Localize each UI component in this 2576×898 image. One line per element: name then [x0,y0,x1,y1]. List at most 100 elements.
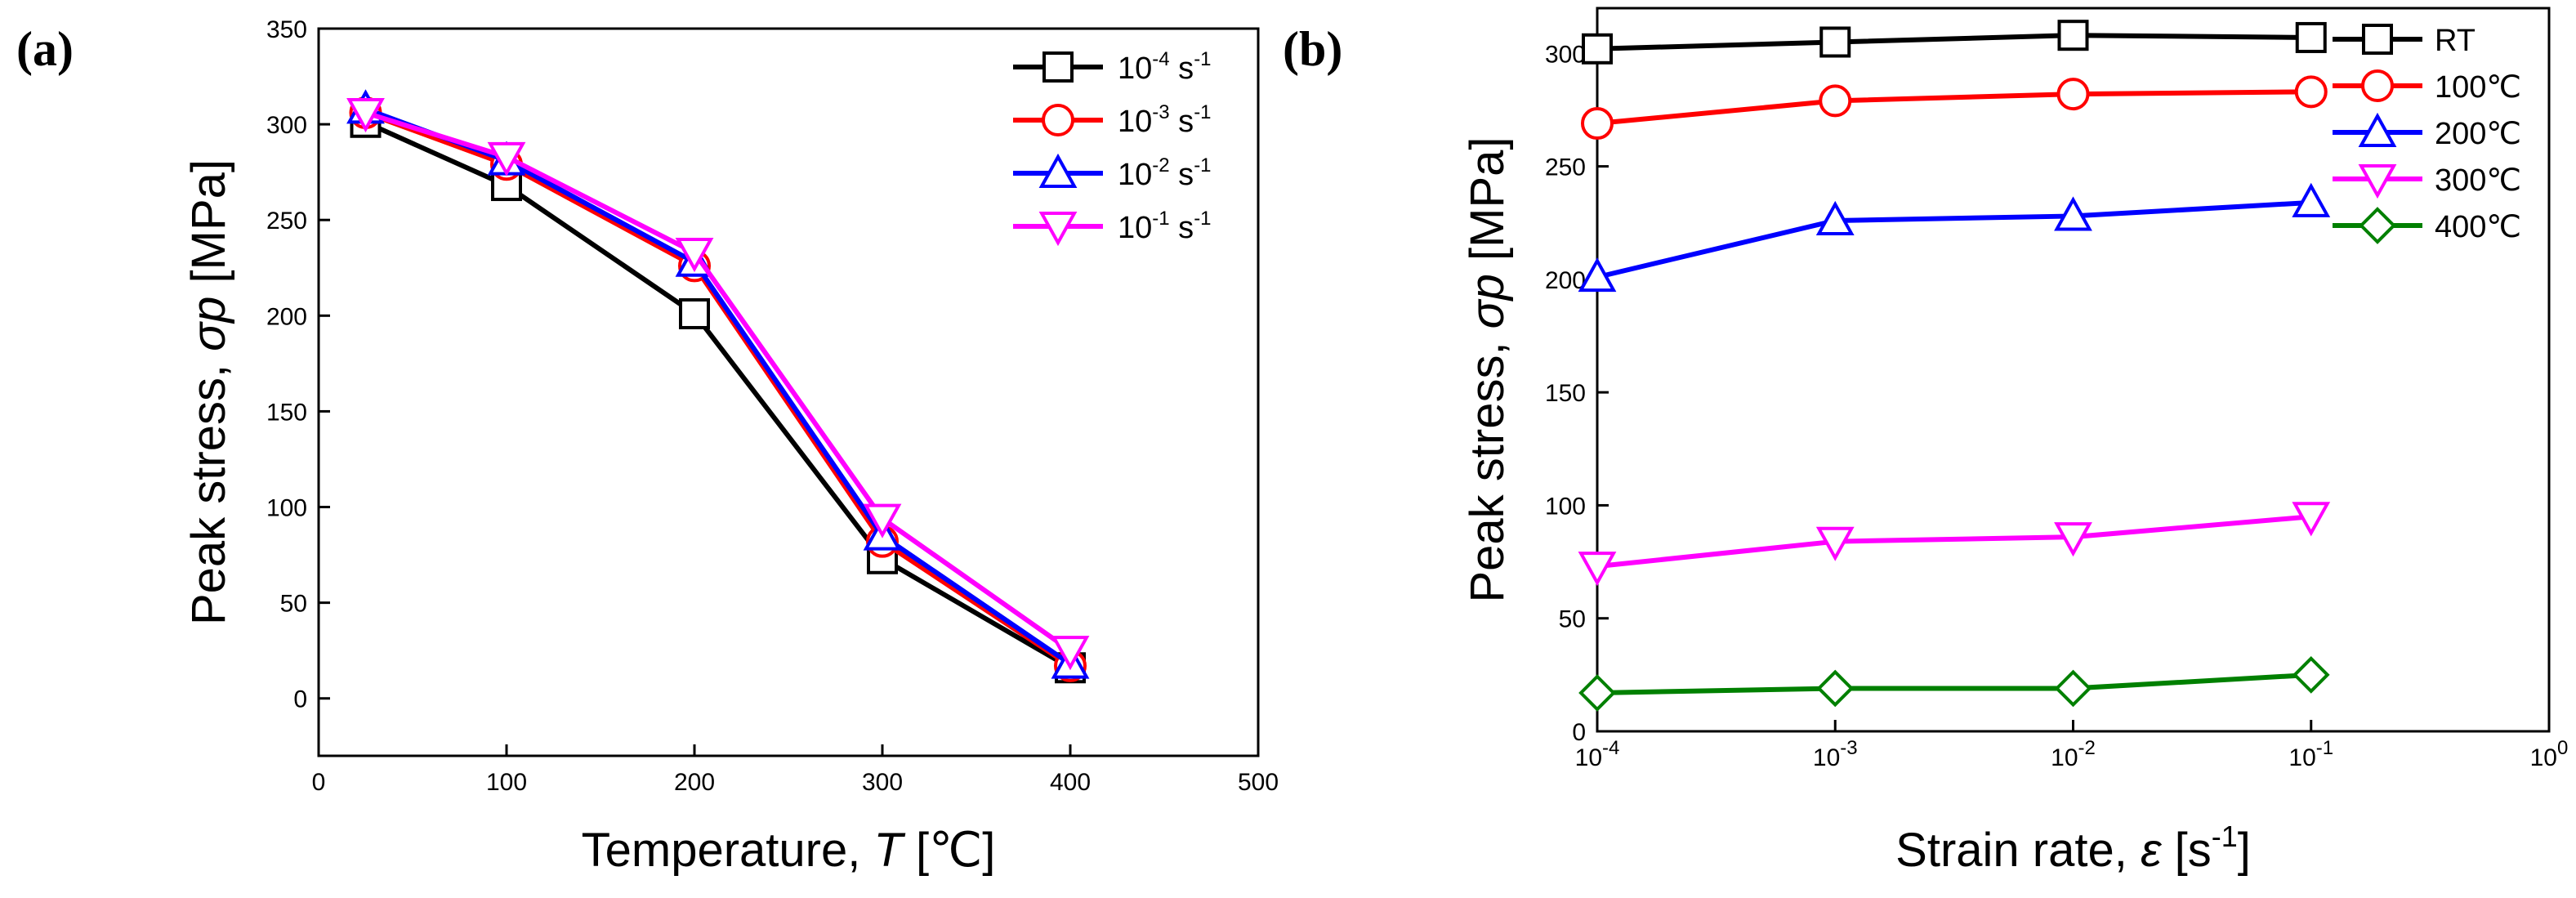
y-tick-label: 150 [1545,380,1586,407]
data-point [2294,75,2328,109]
y-axis-label: Peak stress, σp [MPa] [182,159,235,625]
series-3 [346,98,1090,671]
y-tick-label: 300 [266,112,307,139]
series-4 [1578,656,2330,712]
series-2 [1578,182,2331,293]
legend-marker [2361,69,2394,102]
data-point [2295,21,2327,53]
data-point [1051,636,1090,671]
y-tick-label: 0 [293,686,307,713]
x-tick-label: 10-3 [1813,737,1858,771]
legend-entry: 400℃ [2435,210,2521,244]
data-point [2292,502,2331,537]
x-tick-label: 300 [862,769,903,796]
data-point [2292,656,2330,694]
legend-marker [1042,104,1074,136]
y-tick-label: 50 [1559,606,1586,633]
x-axis-label: Temperature, T [℃] [582,824,996,877]
legend-marker [2358,112,2397,147]
legend-entry: 300℃ [2435,163,2521,198]
panel-b: 10-4 10-3 10-2 10-1 100 0 50 100 150 200 250 300 Str… [1283,7,2569,877]
series-2 [346,89,1090,679]
y-tick-label: 350 [266,16,307,43]
y-tick-label: 100 [1545,493,1586,520]
series-line [364,110,1072,668]
legend-entry: RT [2435,24,2476,58]
legend-entry: 10-2 s-1 [1118,154,1212,192]
data-point [1578,552,1617,587]
y-tick-label: 300 [1545,41,1586,68]
data-point [1578,674,1616,712]
legend-marker [1042,51,1074,83]
data-point [1581,107,1614,141]
y-tick-label: 0 [1572,719,1586,746]
x-axis-label: Strain rate, ε [s-1] [1895,820,2251,877]
x-tick-label: 400 [1050,769,1091,796]
series-1 [349,96,1087,682]
data-point [1819,84,1852,118]
legend-marker [2362,24,2393,55]
series-3 [1578,502,2331,587]
data-point [1815,526,1855,561]
legend-entry: 200℃ [2435,117,2521,151]
series-0 [1582,20,2327,65]
data-point [863,503,902,538]
legend: 10-4 s-1 10-3 s-1 10-2 s-1 10-1 s-1 [1013,48,1212,247]
data-point [2056,78,2090,111]
data-point [2054,669,2092,708]
data-point [2057,20,2089,51]
data-point [1582,33,1613,65]
x-tick-label: 100 [2530,737,2569,771]
y-axis-label: Peak stress, σp [MPa] [1461,136,1514,602]
panel-a: 0 100 200 300 400 500 0 50 100 150 200 250 300 350 Tem… [16,16,1279,877]
legend-entry: 10-3 s-1 [1118,101,1212,139]
series-line [364,110,1072,653]
x-tick-label: 500 [1238,769,1279,796]
panel-label: (b) [1283,22,1342,76]
legend-entry: 10-4 s-1 [1118,48,1212,86]
panel-label: (a) [16,22,74,76]
legend-marker [2359,207,2396,244]
series-line [1596,514,2312,570]
legend: RT 100℃ 200℃ 300℃ 400℃ [2333,24,2521,244]
legend-entry: 10-1 s-1 [1118,208,1212,245]
y-tick-label: 250 [1545,154,1586,181]
data-point [346,98,385,133]
legend-marker [1038,153,1078,188]
data-point [675,238,714,273]
data-point [2054,196,2092,231]
data-point [1578,257,1617,293]
x-tick-label: 10-1 [2288,737,2333,771]
y-tick-label: 250 [266,208,307,235]
y-tick-label: 150 [266,399,307,426]
legend-marker [2358,164,2397,199]
x-tick-label: 100 [486,769,527,796]
data-point [1815,200,1855,235]
y-tick-label: 200 [266,303,307,330]
series-line [1596,199,2311,280]
legend-marker [1038,212,1078,247]
series-line [364,120,1072,670]
x-tick-label: 10-2 [2051,737,2096,771]
y-tick-label: 100 [266,495,307,522]
y-tick-label: 50 [280,591,307,618]
data-point [1816,669,1855,708]
y-tick-label: 200 [1545,267,1586,294]
series-line [1596,89,2311,127]
data-point [1819,26,1851,58]
x-tick-label: 200 [674,769,715,796]
series-line [1596,672,2311,695]
series-line [1596,33,2311,51]
series-1 [1581,75,2328,141]
data-point [2292,182,2331,217]
series-line [364,106,1072,667]
data-point [2054,522,2092,557]
data-point [679,297,710,329]
data-point [487,141,526,177]
legend-entry: 100℃ [2435,70,2521,105]
plot-frame [317,27,1260,757]
plot-frame [1596,7,2551,733]
x-tick-label: 10-4 [1575,737,1620,771]
x-tick-label: 0 [312,769,326,796]
